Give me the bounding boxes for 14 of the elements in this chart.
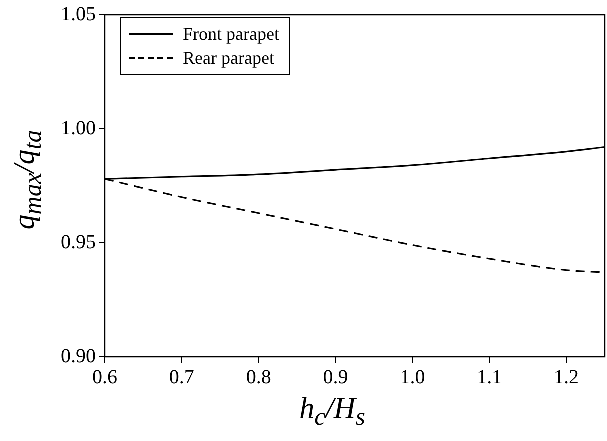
y-tick-label: 0.90 <box>61 345 96 368</box>
y-tick-label: 1.00 <box>61 117 96 140</box>
x-tick-label: 0.6 <box>92 366 118 388</box>
x-tick-label: 0.9 <box>323 366 348 388</box>
legend-label: Front parapet <box>183 24 280 44</box>
x-axis-title: h$_{c}$/H$_{s}$ <box>298 392 366 432</box>
y-tick-label: 0.95 <box>61 231 96 254</box>
x-tick-label: 0.7 <box>169 366 194 388</box>
x-tick-label: 0.8 <box>246 366 272 388</box>
x-tick-label: 1.1 <box>477 366 502 388</box>
x-tick-label: 1.0 <box>400 366 426 388</box>
x-tick-label: 1.2 <box>554 366 580 388</box>
legend-label: Rear parapet <box>183 48 274 68</box>
y-tick-label: 1.05 <box>61 3 96 26</box>
